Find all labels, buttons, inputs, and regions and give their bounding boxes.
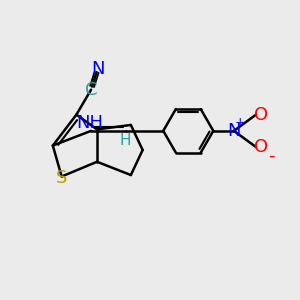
Text: C: C <box>85 81 98 99</box>
Text: NH: NH <box>76 114 103 132</box>
Text: H: H <box>119 133 131 148</box>
Text: N: N <box>227 122 241 140</box>
Text: N: N <box>91 60 104 78</box>
Text: O: O <box>254 106 268 124</box>
Text: +: + <box>235 116 246 128</box>
Text: S: S <box>56 169 68 187</box>
Text: O: O <box>254 138 268 156</box>
Text: -: - <box>268 146 274 164</box>
